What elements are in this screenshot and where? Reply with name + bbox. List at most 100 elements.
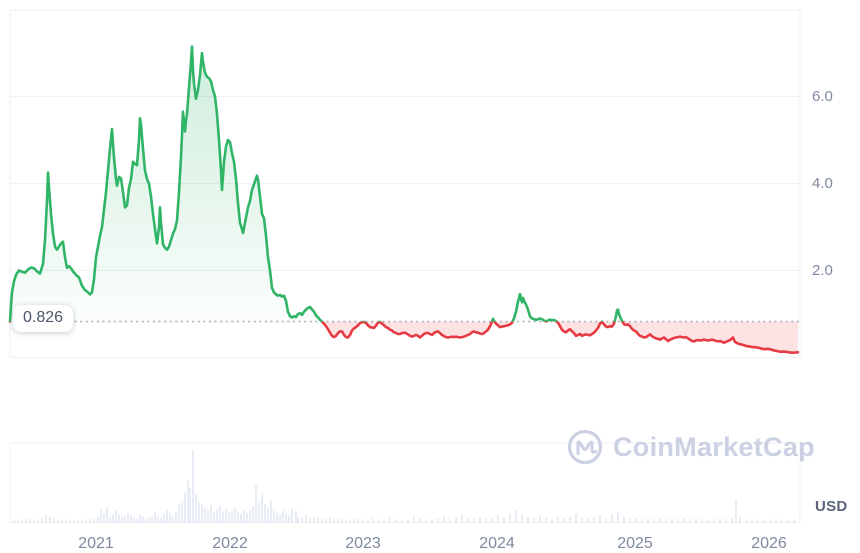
volume-bar — [297, 516, 299, 523]
volume-bar — [136, 518, 138, 523]
volume-bar — [419, 518, 421, 523]
volume-bar — [713, 519, 715, 523]
volume-bar — [112, 514, 114, 523]
volume-bar — [207, 510, 209, 523]
volume-bar — [29, 519, 31, 523]
volume-bar — [533, 517, 535, 523]
volume-bar — [61, 519, 63, 523]
volume-bar — [166, 510, 168, 523]
volume-bar — [291, 508, 293, 523]
coinmarketcap-watermark: CoinMarketCap — [566, 428, 815, 466]
volume-bar — [455, 517, 457, 523]
volume-bar — [407, 519, 409, 523]
volume-bar — [353, 518, 355, 523]
volume-bar — [151, 515, 153, 523]
volume-bar — [389, 517, 391, 523]
volume-bar — [301, 517, 303, 523]
volume-bar — [473, 518, 475, 523]
volume-bar — [192, 450, 194, 523]
volume-bar — [53, 518, 55, 523]
volume-bar — [121, 517, 123, 523]
volume-bar — [267, 508, 269, 523]
volume-bar — [563, 518, 565, 523]
volume-bar — [367, 520, 369, 523]
volume-bar — [154, 512, 156, 523]
volume-bar — [635, 517, 637, 523]
volume-bar — [527, 516, 529, 523]
volume-bar — [109, 517, 111, 523]
volume-bar — [357, 519, 359, 523]
volume-bar — [157, 516, 159, 523]
volume-bar — [37, 519, 39, 523]
volume-bar — [124, 516, 126, 523]
volume-bar — [757, 519, 759, 523]
volume-bar — [172, 516, 174, 523]
volume-bar — [243, 509, 245, 523]
volume-bar — [255, 485, 257, 523]
volume-bar — [623, 516, 625, 523]
volume-bar — [106, 507, 108, 523]
volume-bar — [617, 512, 619, 523]
volume-bar — [659, 517, 661, 523]
volume-bar — [115, 510, 117, 523]
x-axis-year-label: 2026 — [751, 535, 787, 552]
volume-bar — [325, 519, 327, 523]
volume-bar — [401, 520, 403, 523]
volume-bar — [210, 505, 212, 523]
volume-bar — [395, 519, 397, 523]
volume-bar — [305, 515, 307, 523]
volume-bar — [545, 517, 547, 523]
volume-bar — [142, 516, 144, 523]
volume-bar — [341, 519, 343, 523]
volume-bar — [731, 517, 733, 523]
volume-bar — [17, 519, 19, 523]
y-axis-tick-label: 4.0 — [812, 174, 833, 192]
volume-bar — [264, 504, 266, 523]
watermark-text: CoinMarketCap — [613, 431, 815, 462]
volume-bar — [118, 515, 120, 523]
volume-bar — [175, 512, 177, 523]
volume-bar — [793, 519, 795, 523]
volume-bar — [41, 517, 43, 523]
volume-bar — [611, 514, 613, 523]
volume-bar — [575, 513, 577, 523]
x-axis-year-label: 2024 — [479, 535, 515, 552]
volume-bar — [13, 520, 15, 523]
volume-bar — [707, 520, 709, 523]
volume-plot-border — [9, 442, 801, 523]
volume-bar — [77, 520, 79, 523]
x-axis-year-label: 2025 — [617, 535, 653, 552]
volume-bar — [21, 520, 23, 523]
volume-bar — [581, 517, 583, 523]
volume-bar — [333, 519, 335, 523]
volume-bar — [89, 519, 91, 523]
volume-bar — [130, 515, 132, 523]
volume-bar — [252, 506, 254, 523]
volume-bar — [276, 512, 278, 523]
x-axis-year-label: 2022 — [212, 535, 248, 552]
x-axis-year-label: 2023 — [345, 535, 381, 552]
volume-bar — [539, 515, 541, 523]
volume-bar — [195, 494, 197, 523]
volume-bar — [509, 513, 511, 523]
volume-bar — [249, 510, 251, 523]
volume-bar — [216, 509, 218, 523]
volume-bar — [337, 518, 339, 523]
volume-bar — [695, 518, 697, 523]
volume-bar — [184, 492, 186, 523]
volume-bar — [345, 520, 347, 523]
volume-bar — [739, 516, 741, 523]
volume-bar — [725, 519, 727, 523]
volume-bar — [33, 520, 35, 523]
volume-bar — [383, 520, 385, 523]
volume-bar — [431, 519, 433, 523]
volume-bar — [605, 518, 607, 523]
volume-bar — [735, 500, 737, 523]
volume-bar — [282, 510, 284, 523]
volume-bar — [198, 502, 200, 523]
volume-bar — [213, 512, 215, 523]
coinmarketcap-logo-icon — [567, 429, 603, 465]
volume-bar — [73, 520, 75, 523]
volume-bar — [569, 516, 571, 523]
